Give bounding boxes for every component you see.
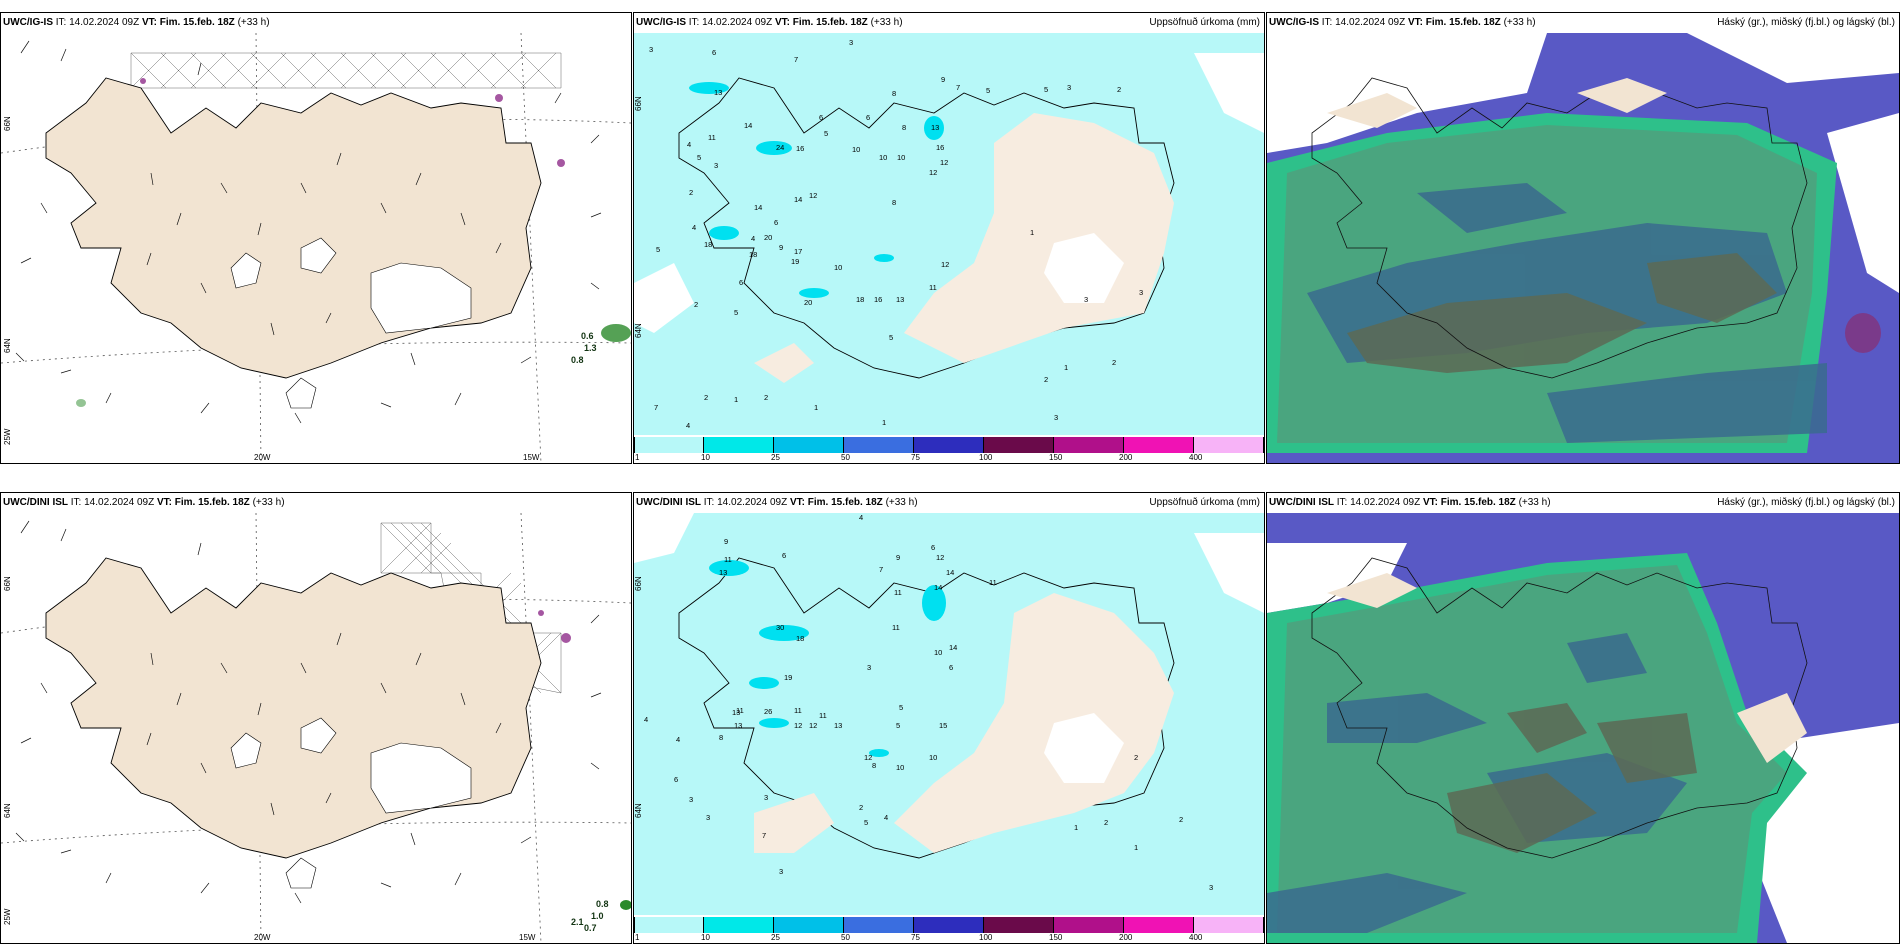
lat-label: 64N xyxy=(634,803,643,818)
colorbar-label: 10 xyxy=(701,453,710,462)
colorbar-swatch xyxy=(984,437,1054,453)
colorbar-swatch xyxy=(634,437,704,453)
legend-value: 1.0 xyxy=(591,911,604,921)
precip-map xyxy=(634,33,1264,435)
dry-land xyxy=(754,793,834,853)
panel-header: UWC/DINI ISL IT: 14.02.2024 09Z VT: Fim.… xyxy=(3,497,285,508)
lon-label: 25W xyxy=(3,908,12,925)
colorbar-swatch xyxy=(1194,437,1264,453)
lon-label: 20W xyxy=(254,933,271,942)
lat-label: 64N xyxy=(634,323,643,338)
lat-label: 64N xyxy=(3,803,12,818)
colorbar-swatch xyxy=(1054,437,1124,453)
cloud-map xyxy=(1267,513,1899,943)
colorbar-swatch xyxy=(634,917,704,933)
colorbar-label: 200 xyxy=(1119,933,1133,942)
panel-subtitle: Háský (gr.), miðský (fj.bl.) og lágský (… xyxy=(1717,17,1895,28)
panel-bottom-right: UWC/DINI ISL IT: 14.02.2024 09Z VT: Fim.… xyxy=(1266,492,1900,944)
wind-map: 0.6 1.3 0.8 xyxy=(1,33,631,463)
dry-land xyxy=(894,593,1174,853)
colorbar-swatch xyxy=(984,917,1054,933)
colorbar-label: 50 xyxy=(841,453,850,462)
panel-header: UWC/IG-IS IT: 14.02.2024 09Z VT: Fim. 15… xyxy=(634,13,1264,33)
lon-label: 20W xyxy=(254,453,271,462)
colorbar-label: 200 xyxy=(1119,453,1133,462)
colorbar-swatch xyxy=(704,437,774,453)
colorbar-label: 100 xyxy=(979,933,993,942)
colorbar-label: 400 xyxy=(1189,453,1203,462)
colorbar-swatch xyxy=(844,437,914,453)
colorbar-label: 400 xyxy=(1189,933,1203,942)
lon-label: 15W xyxy=(519,933,536,942)
legend-value: 0.8 xyxy=(596,899,609,909)
panel-header: UWC/IG-IS IT: 14.02.2024 09Z VT: Fim. 15… xyxy=(3,17,270,28)
panel-top-right: UWC/IG-IS IT: 14.02.2024 09Z VT: Fim. 15… xyxy=(1266,12,1900,464)
iceland-land xyxy=(45,77,542,379)
hatched-area xyxy=(130,52,562,89)
lat-label: 66N xyxy=(3,116,12,131)
legend-value: 2.1 xyxy=(571,917,584,927)
dry-land xyxy=(904,113,1174,363)
lat-label: 66N xyxy=(634,96,643,111)
panel-header: UWC/DINI ISL IT: 14.02.2024 09Z VT: Fim.… xyxy=(1267,493,1899,513)
legend-value: 1.3 xyxy=(584,343,597,353)
colorbar-swatch xyxy=(914,437,984,453)
colorbar-label: 150 xyxy=(1049,933,1063,942)
colorbar-label: 100 xyxy=(979,453,993,462)
lon-label: 25W xyxy=(3,428,12,445)
legend-value: 0.8 xyxy=(571,355,584,365)
colorbar-label: 1 xyxy=(635,453,640,462)
panel-top-left: UWC/IG-IS IT: 14.02.2024 09Z VT: Fim. 15… xyxy=(0,12,632,464)
colorbar-swatch xyxy=(844,917,914,933)
colorbar-label: 25 xyxy=(771,933,780,942)
colorbar-swatch xyxy=(1124,917,1194,933)
legend-value: 0.6 xyxy=(581,331,594,341)
panel-bottom-left: UWC/DINI ISL IT: 14.02.2024 09Z VT: Fim.… xyxy=(0,492,632,944)
colorbar-swatch xyxy=(914,917,984,933)
panel-subtitle: Uppsöfnuð úrkoma (mm) xyxy=(1149,497,1260,508)
lon-label: 15W xyxy=(523,453,540,462)
colorbar-swatch xyxy=(774,437,844,453)
panel-header: UWC/IG-IS IT: 14.02.2024 09Z VT: Fim. 15… xyxy=(1267,13,1899,33)
colorbar: 1 10 25 50 75 100 150 200 400 xyxy=(634,915,1264,943)
lat-label: 66N xyxy=(3,576,12,591)
iceland-land xyxy=(45,557,542,859)
colorbar-swatch xyxy=(1054,917,1124,933)
precip-map xyxy=(634,513,1264,915)
colorbar-label: 50 xyxy=(841,933,850,942)
colorbar-swatch xyxy=(774,917,844,933)
lat-label: 64N xyxy=(3,338,12,353)
colorbar-swatch xyxy=(1124,437,1194,453)
dry-land xyxy=(754,343,814,383)
green-precip xyxy=(76,324,631,407)
colorbar-swatch xyxy=(1194,917,1264,933)
panel-subtitle: Háský (gr.), miðský (fj.bl.) og lágský (… xyxy=(1717,497,1895,508)
panel-header: UWC/DINI ISL IT: 14.02.2024 09Z VT: Fim.… xyxy=(634,493,1264,513)
wind-map: 0.8 2.1 1.0 0.7 xyxy=(1,513,631,943)
colorbar-label: 1 xyxy=(635,933,640,942)
colorbar: 1 10 25 50 75 100 150 200 400 xyxy=(634,435,1264,463)
colorbar-label: 75 xyxy=(911,933,920,942)
panel-subtitle: Uppsöfnuð úrkoma (mm) xyxy=(1149,17,1260,28)
wind-barbs xyxy=(15,40,602,424)
colorbar-label: 150 xyxy=(1049,453,1063,462)
precip-values: 4 9 6 6 11 13 7 9 12 11 14 14 30 18 11 1… xyxy=(644,513,1214,892)
colorbar-label: 75 xyxy=(911,453,920,462)
lat-label: 66N xyxy=(634,576,643,591)
panel-bottom-middle: UWC/DINI ISL IT: 14.02.2024 09Z VT: Fim.… xyxy=(633,492,1265,944)
colorbar-label: 10 xyxy=(701,933,710,942)
precip-values: 3 6 7 3 13 8 9 7 5 5 3 2 14 11 6 6 10 8 … xyxy=(649,38,1144,430)
cloud-map xyxy=(1267,33,1899,463)
panel-top-middle: UWC/IG-IS IT: 14.02.2024 09Z VT: Fim. 15… xyxy=(633,12,1265,464)
colorbar-label: 25 xyxy=(771,453,780,462)
legend-value: 0.7 xyxy=(584,923,597,933)
precip-dots xyxy=(140,78,565,167)
colorbar-swatch xyxy=(704,917,774,933)
